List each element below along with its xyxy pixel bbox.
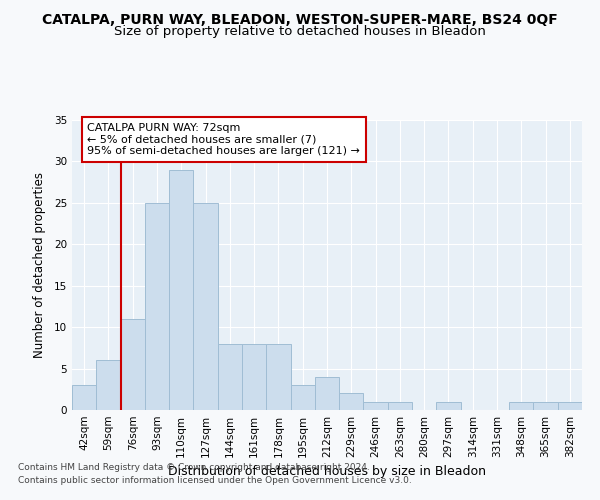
- Text: Contains HM Land Registry data © Crown copyright and database right 2024.: Contains HM Land Registry data © Crown c…: [18, 464, 370, 472]
- Bar: [290, 385, 315, 410]
- Bar: [193, 203, 218, 410]
- Bar: [121, 319, 145, 410]
- X-axis label: Distribution of detached houses by size in Bleadon: Distribution of detached houses by size …: [168, 466, 486, 478]
- Bar: [364, 402, 388, 410]
- Bar: [436, 402, 461, 410]
- Bar: [509, 402, 533, 410]
- Bar: [218, 344, 242, 410]
- Bar: [558, 402, 582, 410]
- Bar: [388, 402, 412, 410]
- Bar: [339, 394, 364, 410]
- Bar: [169, 170, 193, 410]
- Y-axis label: Number of detached properties: Number of detached properties: [32, 172, 46, 358]
- Text: Contains public sector information licensed under the Open Government Licence v3: Contains public sector information licen…: [18, 476, 412, 485]
- Bar: [266, 344, 290, 410]
- Bar: [533, 402, 558, 410]
- Bar: [72, 385, 96, 410]
- Text: CATALPA, PURN WAY, BLEADON, WESTON-SUPER-MARE, BS24 0QF: CATALPA, PURN WAY, BLEADON, WESTON-SUPER…: [42, 12, 558, 26]
- Bar: [96, 360, 121, 410]
- Bar: [315, 377, 339, 410]
- Bar: [145, 203, 169, 410]
- Text: Size of property relative to detached houses in Bleadon: Size of property relative to detached ho…: [114, 25, 486, 38]
- Text: CATALPA PURN WAY: 72sqm
← 5% of detached houses are smaller (7)
95% of semi-deta: CATALPA PURN WAY: 72sqm ← 5% of detached…: [88, 123, 360, 156]
- Bar: [242, 344, 266, 410]
